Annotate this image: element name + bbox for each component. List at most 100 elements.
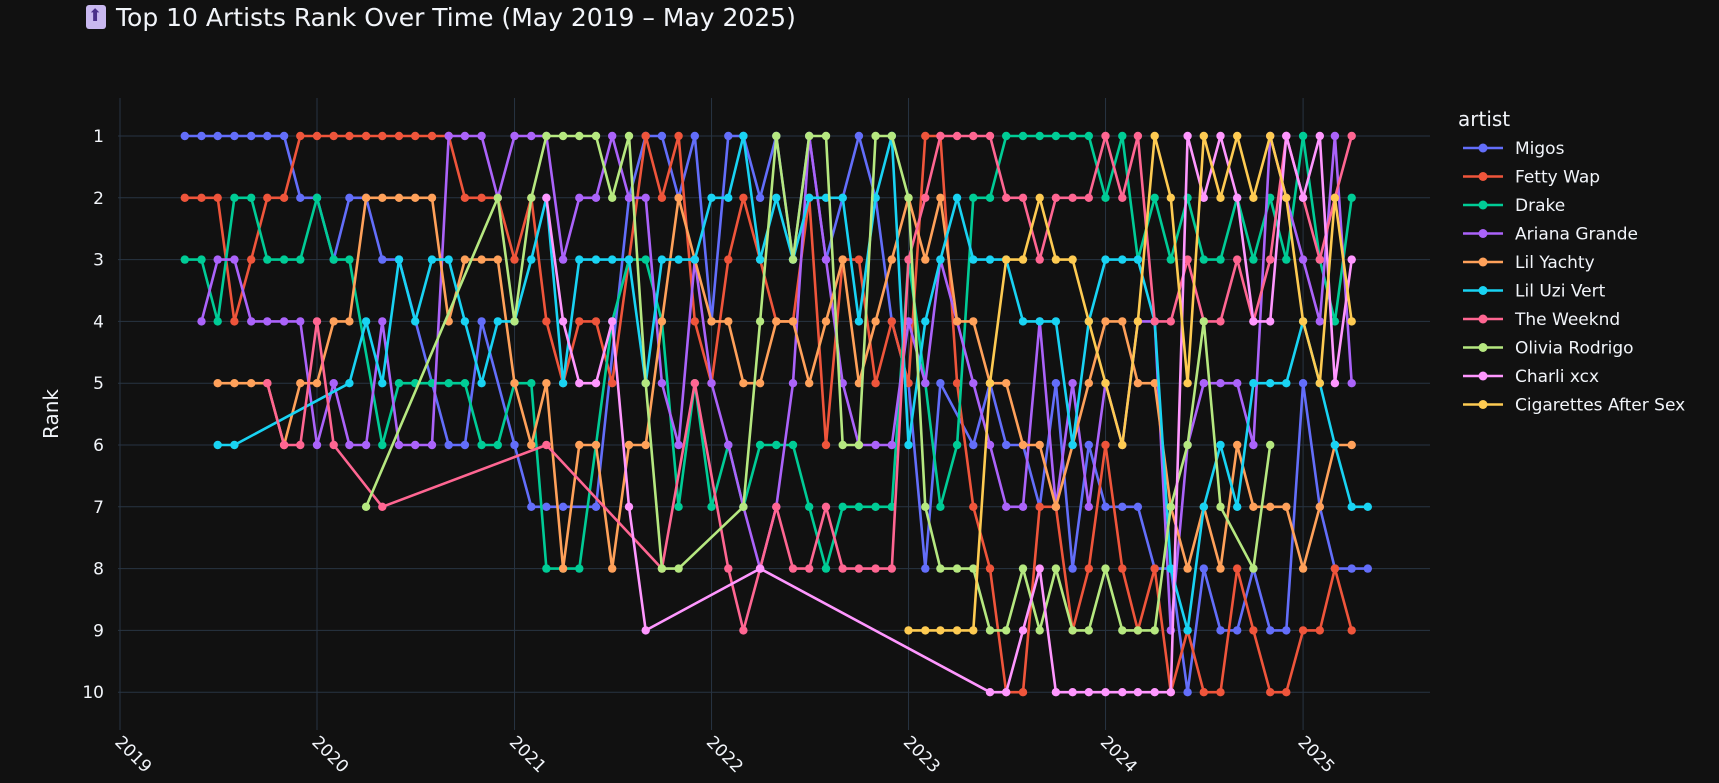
data-point[interactable]: [1216, 255, 1225, 264]
data-point[interactable]: [1183, 255, 1192, 264]
data-point[interactable]: [247, 193, 256, 202]
data-point[interactable]: [624, 440, 634, 450]
data-point[interactable]: [608, 379, 617, 388]
data-point[interactable]: [805, 131, 814, 141]
data-point[interactable]: [279, 131, 289, 141]
data-point[interactable]: [213, 440, 222, 450]
data-point[interactable]: [1133, 131, 1143, 141]
data-point[interactable]: [969, 379, 978, 388]
data-point[interactable]: [1018, 131, 1028, 141]
data-point[interactable]: [952, 564, 962, 573]
data-point[interactable]: [1199, 317, 1209, 326]
data-point[interactable]: [1101, 502, 1110, 511]
data-point[interactable]: [936, 626, 945, 635]
data-point[interactable]: [263, 131, 272, 141]
data-point[interactable]: [969, 502, 978, 511]
data-point[interactable]: [279, 255, 289, 264]
data-point[interactable]: [1150, 626, 1159, 635]
data-point[interactable]: [739, 502, 748, 511]
data-point[interactable]: [1068, 688, 1077, 697]
data-point[interactable]: [1266, 626, 1275, 635]
data-point[interactable]: [657, 193, 667, 202]
data-point[interactable]: [329, 317, 338, 326]
data-point[interactable]: [887, 317, 896, 326]
data-point[interactable]: [1084, 131, 1094, 141]
data-point[interactable]: [1249, 379, 1258, 388]
data-point[interactable]: [1199, 379, 1209, 388]
data-point[interactable]: [1266, 255, 1275, 264]
data-point[interactable]: [527, 502, 536, 511]
data-point[interactable]: [1035, 626, 1044, 635]
data-point[interactable]: [1233, 626, 1242, 635]
data-point[interactable]: [1101, 379, 1110, 388]
data-point[interactable]: [1347, 379, 1356, 388]
data-point[interactable]: [921, 255, 930, 264]
data-point[interactable]: [427, 440, 437, 450]
data-point[interactable]: [247, 317, 256, 326]
data-point[interactable]: [1363, 564, 1373, 573]
data-point[interactable]: [1051, 564, 1061, 573]
data-point[interactable]: [493, 440, 502, 450]
data-point[interactable]: [674, 564, 683, 573]
data-point[interactable]: [821, 131, 831, 141]
data-point[interactable]: [1183, 440, 1192, 450]
data-point[interactable]: [921, 379, 930, 388]
data-point[interactable]: [952, 193, 962, 202]
data-point[interactable]: [739, 379, 748, 388]
data-point[interactable]: [460, 440, 470, 450]
data-point[interactable]: [312, 193, 322, 202]
data-point[interactable]: [1101, 564, 1110, 573]
data-point[interactable]: [493, 317, 502, 326]
data-point[interactable]: [936, 193, 945, 202]
data-point[interactable]: [1315, 255, 1325, 264]
data-point[interactable]: [1002, 131, 1011, 141]
data-point[interactable]: [213, 379, 222, 388]
data-point[interactable]: [460, 379, 470, 388]
data-point[interactable]: [1068, 626, 1077, 635]
data-point[interactable]: [1347, 440, 1356, 450]
data-point[interactable]: [527, 193, 536, 202]
data-point[interactable]: [411, 193, 420, 202]
data-point[interactable]: [394, 255, 404, 264]
legend-item[interactable]: Fetty Wap: [1463, 168, 1600, 188]
data-point[interactable]: [279, 193, 289, 202]
legend-item[interactable]: Charli xcx: [1463, 367, 1599, 387]
data-point[interactable]: [477, 317, 486, 326]
data-point[interactable]: [180, 255, 189, 264]
data-point[interactable]: [871, 379, 880, 388]
data-point[interactable]: [969, 440, 978, 450]
data-point[interactable]: [608, 131, 617, 141]
data-point[interactable]: [936, 502, 945, 511]
data-point[interactable]: [952, 317, 962, 326]
data-point[interactable]: [542, 317, 551, 326]
data-point[interactable]: [1166, 688, 1176, 697]
data-point[interactable]: [657, 317, 667, 326]
data-point[interactable]: [985, 131, 995, 141]
data-point[interactable]: [230, 317, 239, 326]
legend-item[interactable]: Ariana Grande: [1463, 225, 1638, 245]
data-point[interactable]: [871, 440, 880, 450]
data-point[interactable]: [444, 440, 453, 450]
data-point[interactable]: [345, 193, 354, 202]
data-point[interactable]: [1166, 564, 1176, 573]
data-point[interactable]: [1347, 317, 1356, 326]
data-point[interactable]: [1166, 193, 1176, 202]
data-point[interactable]: [477, 379, 486, 388]
data-point[interactable]: [657, 255, 667, 264]
data-point[interactable]: [558, 379, 568, 388]
data-point[interactable]: [1282, 193, 1291, 202]
data-point[interactable]: [1298, 193, 1308, 202]
data-point[interactable]: [296, 255, 305, 264]
data-point[interactable]: [739, 193, 748, 202]
data-point[interactable]: [985, 564, 995, 573]
data-point[interactable]: [1347, 193, 1356, 202]
data-point[interactable]: [1101, 440, 1110, 450]
data-point[interactable]: [1266, 440, 1275, 450]
data-point[interactable]: [394, 131, 404, 141]
data-point[interactable]: [542, 379, 551, 388]
data-point[interactable]: [1101, 131, 1110, 141]
data-point[interactable]: [1330, 564, 1340, 573]
data-point[interactable]: [952, 379, 962, 388]
data-point[interactable]: [1347, 502, 1356, 511]
data-point[interactable]: [755, 193, 765, 202]
